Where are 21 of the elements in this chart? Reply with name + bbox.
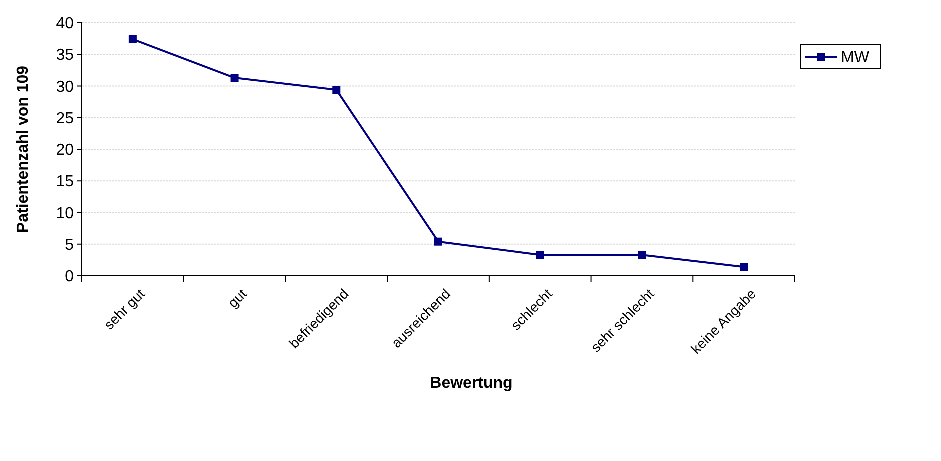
point — [638, 251, 646, 260]
point — [740, 263, 748, 272]
legend-label: MW — [841, 50, 870, 67]
y-tick-label: 5 — [65, 236, 74, 254]
y-tick-label: 15 — [56, 174, 74, 191]
point — [128, 35, 137, 44]
y-tick-label: 0 — [65, 268, 74, 286]
point — [434, 238, 442, 246]
y-axis-title: Patientenzahl von 109 — [15, 66, 32, 234]
x-tick-label: sehr gut — [100, 286, 148, 333]
y-tick-label: 25 — [56, 110, 74, 128]
y-tick-label: 10 — [56, 205, 74, 222]
point — [332, 86, 341, 94]
y-tick-label: 35 — [56, 47, 74, 64]
y-tick-label: 40 — [56, 16, 74, 33]
point — [536, 251, 544, 260]
point — [230, 74, 239, 82]
x-axis-title: Bewertung — [430, 375, 513, 392]
y-tick-label: 30 — [56, 78, 74, 96]
y-tick-label: 20 — [56, 142, 74, 160]
x-tick-label: gut — [224, 286, 250, 311]
